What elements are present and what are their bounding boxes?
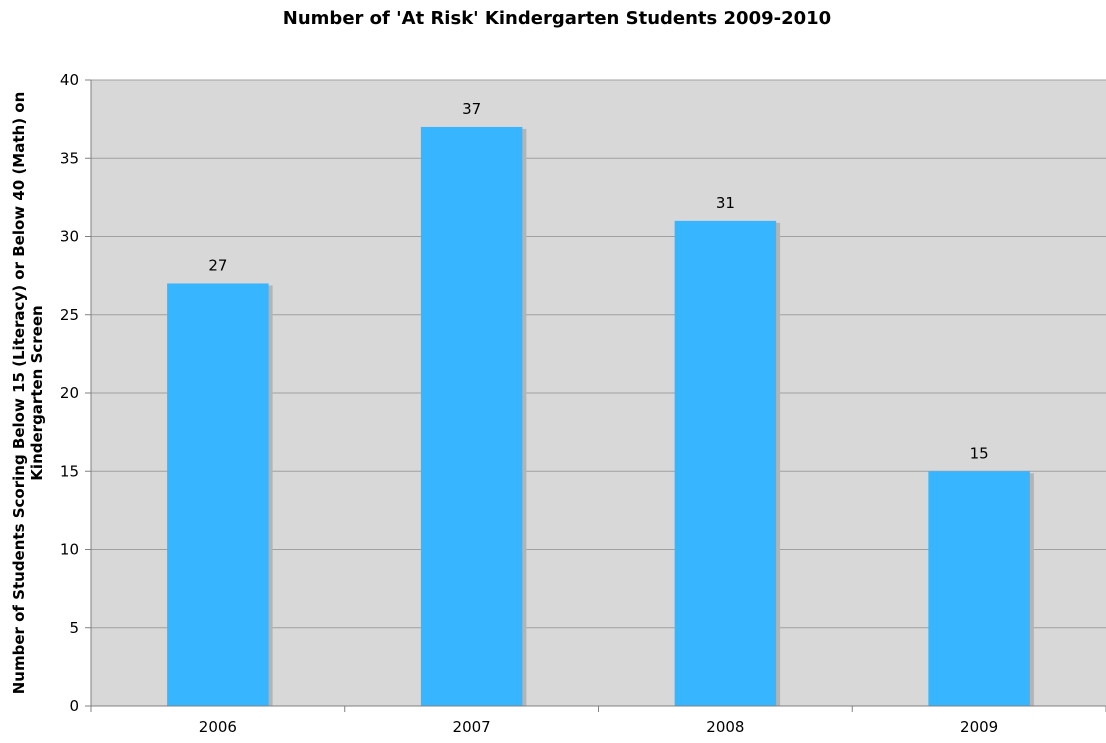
y-tick-label: 25 <box>60 306 79 324</box>
y-tick-label: 5 <box>69 619 79 637</box>
data-label-2008: 31 <box>716 194 735 212</box>
y-tick-label: 20 <box>60 384 79 402</box>
data-label-2006: 27 <box>208 256 227 274</box>
y-tick-label: 35 <box>60 149 79 167</box>
x-tick-label-2007: 2007 <box>453 718 491 736</box>
x-tick-label-2009: 2009 <box>960 718 998 736</box>
data-label-2009: 15 <box>970 444 989 462</box>
x-tick-label-2008: 2008 <box>706 718 744 736</box>
bar-2006 <box>167 283 269 706</box>
axes <box>85 79 1106 712</box>
y-axis-title-line-1: Number of Students Scoring Below 15 (Lit… <box>10 92 28 695</box>
y-axis-title-line-2: Kindergarten Screen <box>28 305 46 480</box>
labels: 0 5 10 15 20 25 30 35 40 27 2006 37 2007 31 2008 15 2009 <box>60 71 998 736</box>
y-tick-label: 0 <box>69 697 79 715</box>
chart-title: Number of 'At Risk' Kindergarten Student… <box>283 8 831 29</box>
bar-2009 <box>928 471 1030 706</box>
y-tick-label: 40 <box>60 71 79 89</box>
y-tick-label: 30 <box>60 228 79 246</box>
y-tick-label: 15 <box>60 462 79 480</box>
bar-2008 <box>674 220 777 706</box>
bar-2007 <box>420 126 523 706</box>
y-tick-label: 10 <box>60 541 79 559</box>
x-tick-label-2006: 2006 <box>199 718 237 736</box>
data-label-2007: 37 <box>462 100 481 118</box>
bars <box>167 126 1034 706</box>
